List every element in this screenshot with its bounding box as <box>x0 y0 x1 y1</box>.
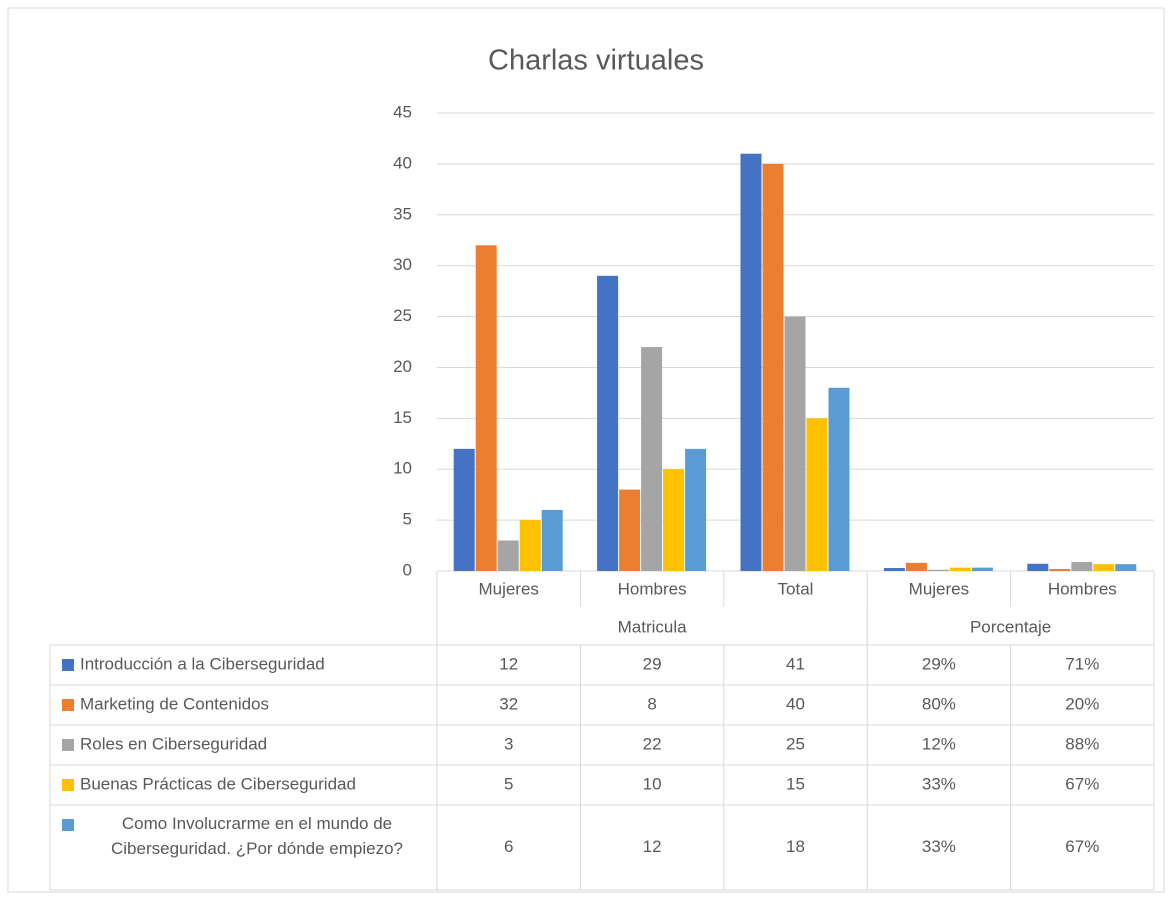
legend-key <box>62 739 74 751</box>
legend-key <box>62 779 74 791</box>
table-value: 33% <box>922 837 956 856</box>
table-value: 15 <box>786 774 805 793</box>
x-tick-label: Mujeres <box>909 579 969 598</box>
bar <box>905 562 927 571</box>
bar <box>784 316 806 571</box>
table-value: 12 <box>643 837 662 856</box>
table-value: 3 <box>504 734 513 753</box>
table-value: 32 <box>499 694 518 713</box>
group-label: Matricula <box>618 617 688 636</box>
table-value: 80% <box>922 694 956 713</box>
bar <box>685 448 707 571</box>
group-label: Porcentaje <box>970 617 1051 636</box>
legend-label: Como Involucrarme en el mundo de Ciberse… <box>110 814 403 858</box>
y-tick-label: 30 <box>393 255 412 274</box>
chart-title: Charlas virtuales <box>488 45 704 77</box>
legend-label-box: Como Involucrarme en el mundo de Ciberse… <box>110 814 403 858</box>
table-value: 18 <box>786 837 805 856</box>
y-tick-label: 20 <box>393 357 412 376</box>
bar <box>519 520 541 571</box>
table-value: 41 <box>786 654 805 673</box>
bar <box>927 569 949 571</box>
bar <box>1027 563 1049 571</box>
x-tick-label: Hombres <box>1048 579 1117 598</box>
table-value: 71% <box>1065 654 1099 673</box>
legend-key <box>62 659 74 671</box>
bar <box>597 275 619 571</box>
x-tick-label: Mujeres <box>478 579 538 598</box>
bar <box>497 540 519 571</box>
legend-label: Buenas Prácticas de Ciberseguridad <box>80 774 356 793</box>
bar <box>1093 564 1115 571</box>
table-value: 5 <box>504 774 513 793</box>
table-value: 40 <box>786 694 805 713</box>
table-value: 12 <box>499 654 518 673</box>
bar <box>949 567 971 571</box>
bar <box>762 163 784 571</box>
y-tick-label: 45 <box>393 102 412 121</box>
bar <box>1049 568 1071 571</box>
bar <box>806 418 828 571</box>
table-value: 88% <box>1065 734 1099 753</box>
legend-label: Roles en Ciberseguridad <box>80 734 267 753</box>
bar <box>740 153 762 571</box>
table-value: 67% <box>1065 837 1099 856</box>
bar <box>828 387 850 571</box>
bar <box>1071 562 1093 571</box>
bar <box>883 568 905 571</box>
table-value: 25 <box>786 734 805 753</box>
table-value: 20% <box>1065 694 1099 713</box>
bar <box>453 448 475 571</box>
bar <box>641 347 663 571</box>
y-tick-label: 40 <box>393 153 412 172</box>
table-value: 22 <box>643 734 662 753</box>
chart-border <box>7 7 1165 893</box>
table-value: 33% <box>922 774 956 793</box>
table-value: 12% <box>922 734 956 753</box>
bar <box>971 567 993 571</box>
y-tick-label: 15 <box>393 408 412 427</box>
y-tick-label: 10 <box>393 459 412 478</box>
table-value: 8 <box>647 694 656 713</box>
table-value: 29% <box>922 654 956 673</box>
table-value: 29 <box>643 654 662 673</box>
table-value: 67% <box>1065 774 1099 793</box>
x-tick-label: Total <box>778 579 814 598</box>
legend-label: Introducción a la Ciberseguridad <box>80 654 325 673</box>
legend-label: Marketing de Contenidos <box>80 694 269 713</box>
y-tick-label: 5 <box>403 510 412 529</box>
bar <box>619 489 641 571</box>
bar <box>541 509 563 571</box>
bar <box>1115 564 1137 571</box>
bar <box>663 469 685 571</box>
x-tick-label: Hombres <box>618 579 687 598</box>
y-tick-label: 35 <box>393 204 412 223</box>
bar <box>475 245 497 572</box>
legend-key <box>62 819 74 831</box>
y-tick-label: 0 <box>403 560 412 579</box>
table-value: 6 <box>504 837 513 856</box>
y-tick-label: 25 <box>393 306 412 325</box>
table-value: 10 <box>643 774 662 793</box>
legend-key <box>62 699 74 711</box>
